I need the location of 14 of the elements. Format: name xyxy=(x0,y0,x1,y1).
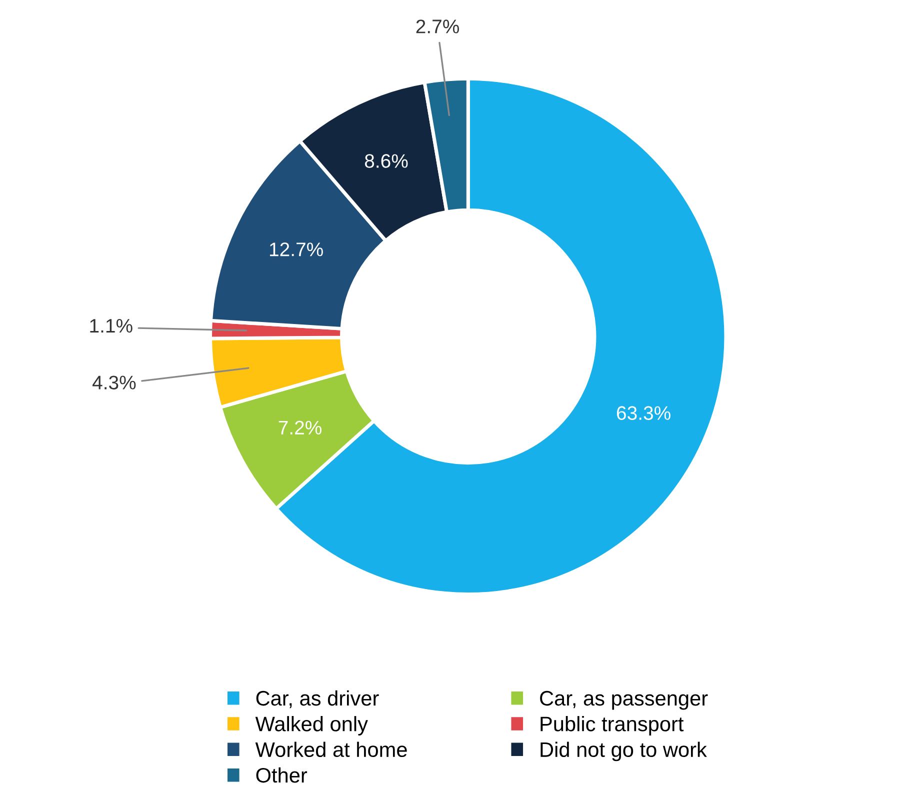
legend-label: Public transport xyxy=(540,716,684,736)
legend-label: Walked only xyxy=(255,716,368,736)
data-label: 4.3% xyxy=(92,376,136,390)
data-label: 1.1% xyxy=(90,319,132,333)
data-label: 63.3% xyxy=(616,406,670,420)
legend-label: Other xyxy=(256,767,308,783)
data-label: 8.6% xyxy=(364,154,408,168)
data-label: 12.7% xyxy=(270,242,323,256)
data-label: 7.2% xyxy=(278,420,322,434)
legend-label: Car, as driver xyxy=(256,690,379,708)
legend-label: Worked at home xyxy=(255,742,407,758)
legend-label: Car, as passenger xyxy=(540,690,708,710)
legend-label: Did not go to work xyxy=(540,742,707,762)
data-label: 2.7% xyxy=(416,20,459,34)
